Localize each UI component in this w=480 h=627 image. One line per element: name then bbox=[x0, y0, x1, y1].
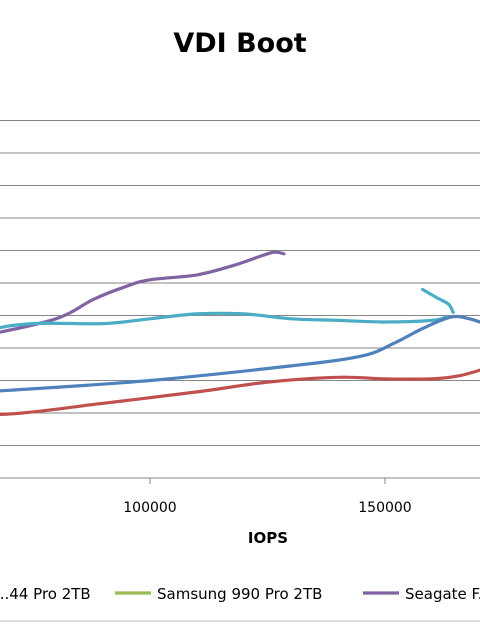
x-tick-label: 100000 bbox=[123, 500, 176, 516]
chart-title: VDI Boot bbox=[173, 28, 306, 59]
series-line-4 bbox=[421, 287, 455, 314]
legend-label-1: ...44 Pro 2TB bbox=[0, 585, 91, 603]
x-tick-labels: 100000 150000 bbox=[123, 478, 412, 516]
gridlines bbox=[0, 120, 480, 479]
series-line-3 bbox=[0, 311, 448, 330]
legend: ...44 Pro 2TB Samsung 990 Pro 2TB Seagate … bbox=[0, 585, 480, 603]
series-line-5 bbox=[0, 314, 480, 393]
x-axis-label: IOPS bbox=[248, 529, 288, 547]
x-tick-label: 150000 bbox=[358, 500, 411, 516]
legend-label-3: Seagate F... bbox=[405, 585, 480, 603]
series-line-6 bbox=[0, 368, 480, 417]
series-line-2 bbox=[0, 250, 286, 334]
legend-label-2: Samsung 990 Pro 2TB bbox=[157, 585, 322, 603]
series-lines bbox=[0, 250, 480, 417]
